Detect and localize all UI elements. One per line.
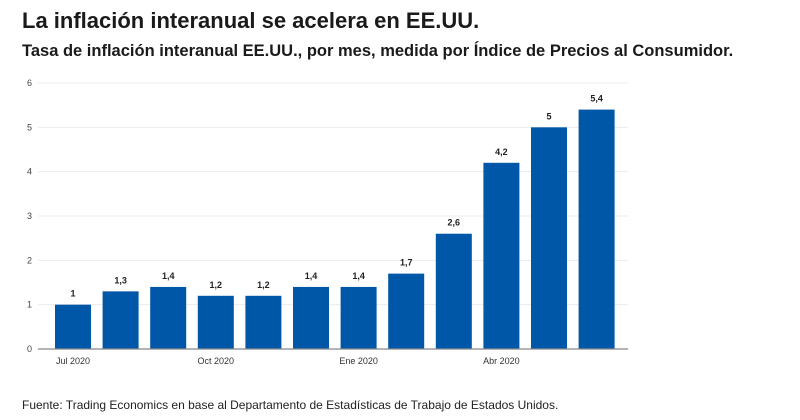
data-label: 1,2 [257,280,270,290]
y-tick-label: 0 [27,344,32,354]
y-tick-label: 3 [27,211,32,221]
bar [150,286,187,349]
y-tick-label: 4 [27,167,32,177]
data-label: 4,2 [495,147,508,157]
chart-title: La inflación interanual se acelera en EE… [22,8,480,33]
y-tick-label: 6 [27,78,32,88]
data-label: 1 [70,289,75,299]
data-label: 2,6 [448,218,461,228]
bar [340,286,377,349]
y-tick-label: 5 [27,122,32,132]
bar [197,295,234,349]
y-tick-label: 2 [27,255,32,265]
x-tick-label: Abr 2020 [483,356,520,366]
data-label: 1,4 [162,271,175,281]
bar [578,109,615,349]
y-tick-label: 1 [27,300,32,310]
data-label: 1,2 [210,280,223,290]
bar [245,295,282,349]
data-label: 1,7 [400,258,413,268]
data-label: 1,4 [305,271,318,281]
bar [293,286,329,349]
x-tick-label: Oct 2020 [198,356,235,366]
data-label: 5,4 [590,94,603,104]
bar [55,304,91,349]
bar-chart: 0 1 2 3 4 5 6 1 1,3 1,4 1,2 1,2 1,4 1,4 1,7 2,6 4,2 5 5,4 J… [27,78,628,366]
data-label: 1,4 [352,271,365,281]
bar [483,162,520,349]
data-label: 5 [546,111,551,121]
data-label: 1,3 [114,275,127,285]
bar [388,273,425,349]
source-note: Fuente: Trading Economics en base al Dep… [22,398,559,412]
chart-subtitle: Tasa de inflación interanual EE.UU., por… [22,42,734,60]
bar [435,233,472,349]
x-tick-label: Jul 2020 [56,356,90,366]
bar [531,127,567,349]
bar [102,291,139,349]
x-tick-label: Ene 2020 [339,356,378,366]
